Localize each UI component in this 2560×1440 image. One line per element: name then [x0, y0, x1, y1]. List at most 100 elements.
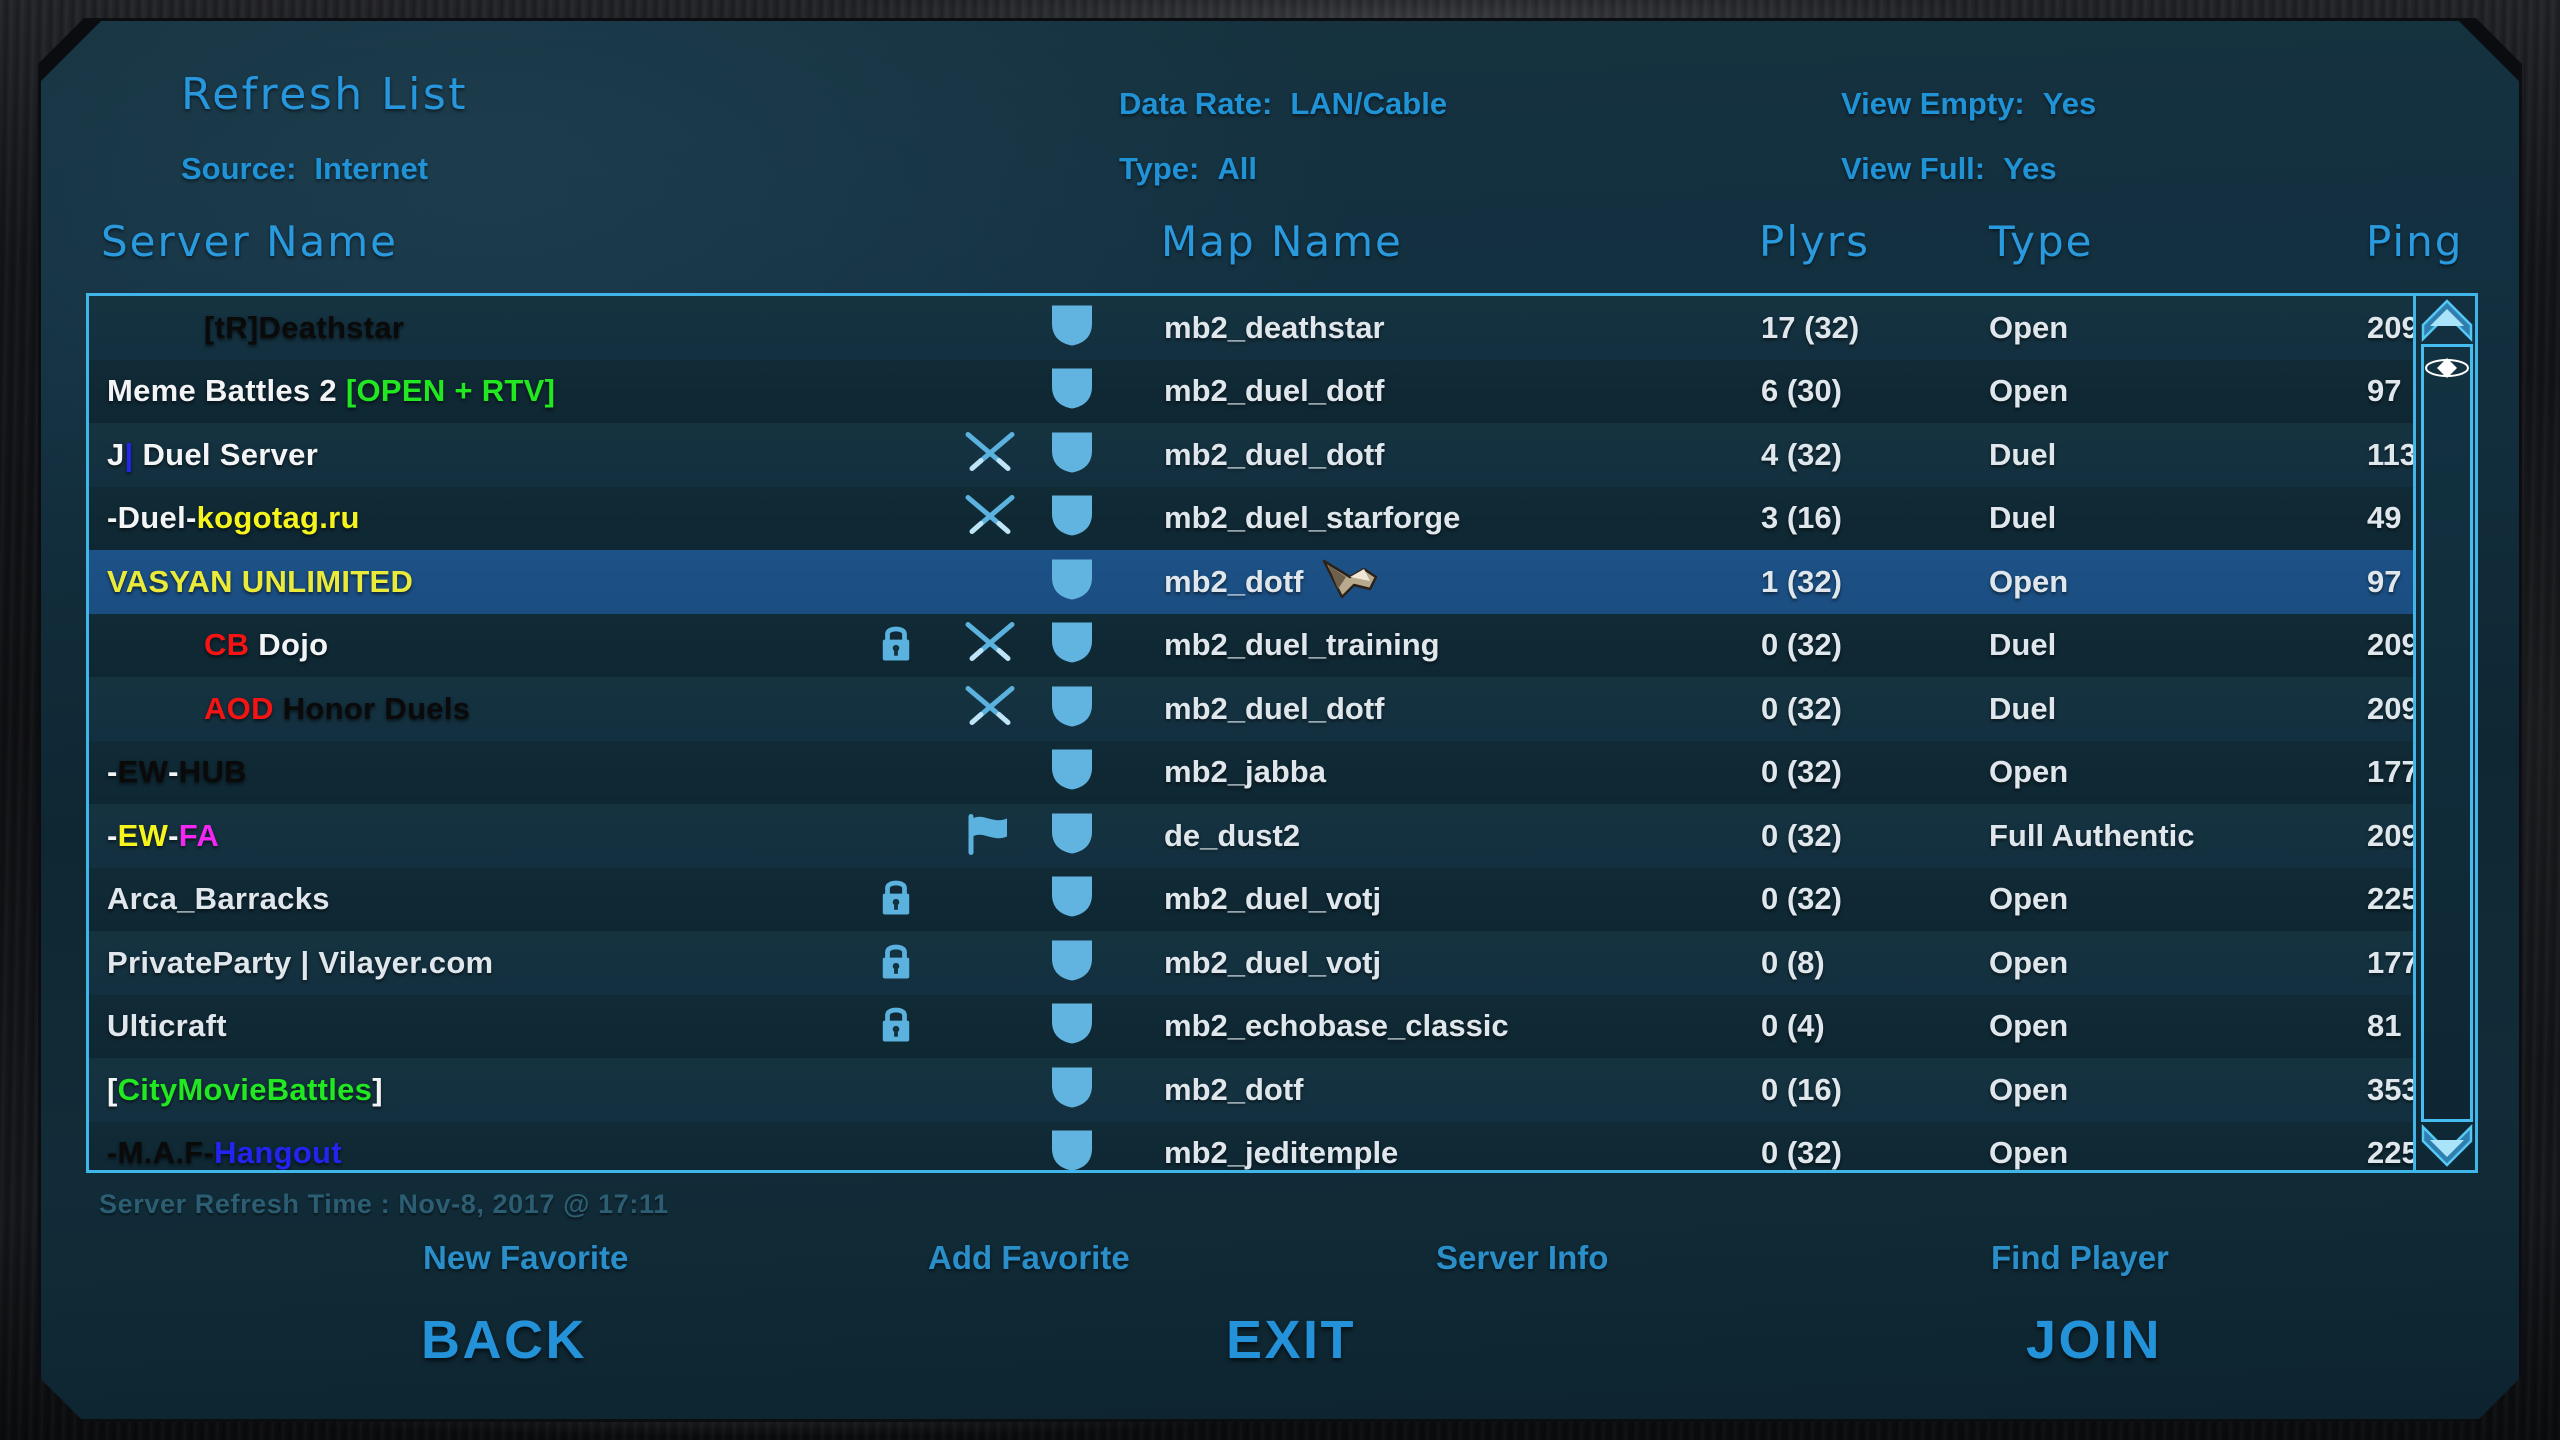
server-players: 4 (32) [1761, 436, 1842, 472]
server-players: 0 (32) [1761, 1135, 1842, 1171]
options-bar: Refresh List Source: Internet Data Rate: L… [41, 21, 2519, 211]
server-map: mb2_dotf [1164, 563, 1304, 599]
server-row[interactable]: Ulticraft mb2_echobase_classic 0 (4) Open 81 [89, 995, 2419, 1059]
shield-icon [1049, 557, 1095, 606]
scroll-down-arrow-icon[interactable] [2420, 1124, 2474, 1168]
server-row[interactable]: -Duel-kogotag.ru mb2_duel_starforge 3 (16)… [89, 487, 2419, 551]
column-header-server-name[interactable]: Server Name [101, 217, 398, 266]
crossed-sabers-icon [961, 683, 1019, 734]
shield-icon [1049, 748, 1095, 797]
crossed-sabers-icon [961, 493, 1019, 544]
crossed-sabers-icon [961, 429, 1019, 480]
server-row[interactable]: VASYAN UNLIMITED mb2_dotf 1 (32) Open 97 [89, 550, 2419, 614]
server-map: mb2_dotf [1164, 1071, 1304, 1107]
server-row[interactable]: -M.A.F- Hangout mb2_jeditemple 0 (32) Open 22… [89, 1122, 2419, 1174]
server-name: Meme Battles 2 [OPEN + RTV] [107, 360, 555, 424]
server-name-segment: - [107, 817, 118, 853]
find-player-button[interactable]: Find Player [1991, 1239, 2169, 1276]
server-map: mb2_duel_starforge [1164, 500, 1461, 536]
view-full-option[interactable]: View Full: Yes [1841, 151, 2057, 187]
server-name-segment: -Duel- [107, 500, 197, 536]
server-map: mb2_echobase_classic [1164, 1008, 1509, 1044]
data-rate-option[interactable]: Data Rate: LAN/Cable [1119, 86, 1447, 122]
server-name-segment: [ [107, 1071, 118, 1107]
server-name: J | Duel Server [107, 423, 318, 487]
column-header-type[interactable]: Type [1989, 217, 2094, 266]
column-header-map-name[interactable]: Map Name [1161, 217, 1403, 266]
main-buttons: BACK EXIT JOIN [41, 1309, 2519, 1389]
column-header-ping[interactable]: Ping [2366, 217, 2464, 266]
server-name: -M.A.F- Hangout [107, 1122, 342, 1174]
server-map: mb2_duel_votj [1164, 944, 1382, 980]
server-name-segment: J [107, 436, 125, 472]
server-name: Arca_Barracks [107, 868, 330, 932]
server-name-segment: PrivateParty | Vilayer.com [107, 944, 494, 980]
view-empty-option[interactable]: View Empty: Yes [1841, 86, 2096, 122]
server-row[interactable]: - EW - HUB mb2_jabba 0 (32) Open 177 [89, 741, 2419, 805]
view-full-value: Yes [2003, 151, 2057, 186]
add-favorite-button[interactable]: Add Favorite [928, 1239, 1130, 1276]
server-name-segment: Dojo [249, 627, 329, 663]
server-row[interactable]: J | Duel Server mb2_duel_dotf 4 (32) Duel 113 [89, 423, 2419, 487]
server-row[interactable]: Meme Battles 2 [OPEN + RTV] mb2_duel_dotf… [89, 360, 2419, 424]
source-option[interactable]: Source: Internet [181, 151, 428, 187]
server-browser-panel: Refresh List Source: Internet Data Rate: L… [38, 18, 2522, 1422]
scrollbar-thumb[interactable] [2424, 353, 2470, 383]
server-name: AOD Honor Duels [204, 677, 470, 741]
server-ping: 97 [2367, 373, 2402, 409]
server-ping: 97 [2367, 563, 2402, 599]
server-row[interactable]: [tR]Deathstar mb2_deathstar 17 (32) Open 209 [89, 296, 2419, 360]
server-name-segment: Arca_Barracks [107, 881, 330, 917]
scrollbar-track[interactable] [2421, 344, 2473, 1122]
server-type: Full Authentic [1989, 817, 2195, 853]
source-label: Source: [181, 151, 297, 186]
server-list-scrollbar[interactable] [2413, 296, 2475, 1170]
lock-icon [879, 939, 913, 986]
server-name-segment: Duel Server [133, 436, 319, 472]
server-name: - EW - HUB [107, 741, 247, 805]
server-row[interactable]: CB Dojo mb2_duel_training 0 (32) Duel 209 [89, 614, 2419, 678]
server-type: Open [1989, 1008, 2069, 1044]
server-ping: 81 [2367, 1008, 2402, 1044]
server-list[interactable]: [tR]Deathstar mb2_deathstar 17 (32) Open 209… [86, 293, 2478, 1173]
server-name-segment: - [168, 817, 179, 853]
server-players: 1 (32) [1761, 563, 1842, 599]
back-button[interactable]: BACK [421, 1310, 587, 1370]
server-row[interactable]: PrivateParty | Vilayer.com mb2_duel_votj 0… [89, 931, 2419, 995]
server-row[interactable]: AOD Honor Duels mb2_duel_dotf 0 (32) Duel 20… [89, 677, 2419, 741]
server-ping: 209 [2367, 627, 2419, 663]
server-players: 0 (32) [1761, 627, 1842, 663]
exit-button[interactable]: EXIT [1226, 1310, 1357, 1370]
type-label: Type: [1119, 151, 1200, 186]
server-type: Open [1989, 1071, 2069, 1107]
server-players: 0 (32) [1761, 881, 1842, 917]
type-option[interactable]: Type: All [1119, 151, 1257, 187]
column-header-players[interactable]: Plyrs [1759, 217, 1871, 266]
server-map: mb2_duel_dotf [1164, 690, 1385, 726]
server-name: CB Dojo [204, 614, 328, 678]
server-players: 0 (8) [1761, 944, 1825, 980]
server-name: PrivateParty | Vilayer.com [107, 931, 493, 995]
server-map: mb2_deathstar [1164, 309, 1385, 345]
server-info-button[interactable]: Server Info [1436, 1239, 1609, 1276]
server-row[interactable]: [CityMovieBattles] mb2_dotf 0 (16) Open 353 [89, 1058, 2419, 1122]
join-button[interactable]: JOIN [2026, 1310, 2163, 1370]
server-name-segment: -M.A.F- [107, 1135, 215, 1171]
server-ping: 209 [2367, 309, 2419, 345]
shield-icon [1049, 367, 1095, 416]
server-ping: 225 [2367, 881, 2419, 917]
column-headers: Server Name Map Name Plyrs Type Ping [41, 211, 2519, 289]
server-ping: 353 [2367, 1071, 2419, 1107]
shield-icon [1049, 303, 1095, 352]
server-type: Duel [1989, 436, 2057, 472]
server-row[interactable]: - EW - FA de_dust2 0 (32) Full Authentic 209 [89, 804, 2419, 868]
new-favorite-button[interactable]: New Favorite [423, 1239, 629, 1276]
server-ping: 209 [2367, 817, 2419, 853]
server-name-segment: Meme Battles 2 [107, 373, 346, 409]
server-name-segment: CB [204, 627, 250, 663]
scroll-up-arrow-icon[interactable] [2420, 298, 2474, 342]
server-row[interactable]: Arca_Barracks mb2_duel_votj 0 (32) Open 225 [89, 868, 2419, 932]
refresh-list-button[interactable]: Refresh List [181, 69, 469, 120]
server-rows: [tR]Deathstar mb2_deathstar 17 (32) Open 209… [89, 296, 2419, 1170]
